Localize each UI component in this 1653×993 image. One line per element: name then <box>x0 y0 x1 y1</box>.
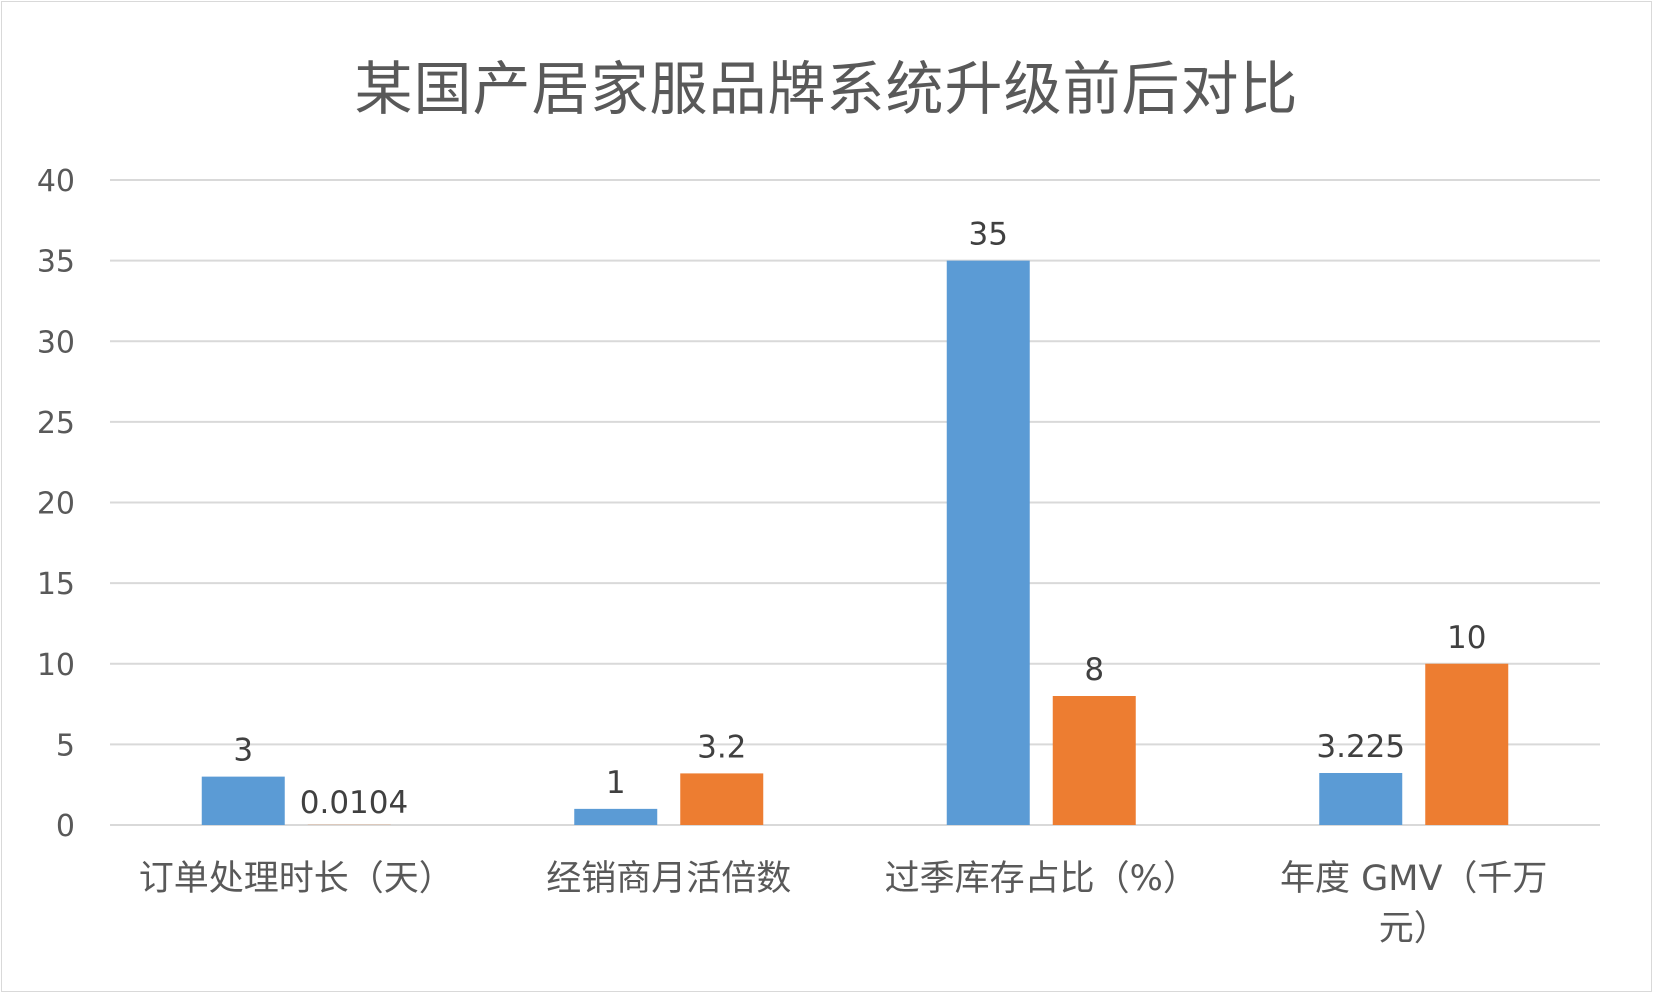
data-label: 3.225 <box>1316 729 1405 765</box>
data-label: 1 <box>606 765 626 801</box>
data-label: 0.0104 <box>300 785 408 821</box>
data-label: 3.2 <box>697 729 746 765</box>
bar-s0-c3 <box>1319 772 1403 825</box>
y-tick-label: 25 <box>37 406 75 441</box>
data-label: 35 <box>969 217 1008 253</box>
category-label: 元） <box>1379 909 1449 949</box>
x-axis: 订单处理时长（天） 经销商月活倍数 过季库存占比（%） 年度 GMV（千万元） <box>139 859 1548 949</box>
y-tick-label: 35 <box>37 245 75 280</box>
bar-s0-c1 <box>574 808 658 825</box>
y-tick-label: 15 <box>37 567 75 602</box>
y-tick-label: 30 <box>37 325 75 360</box>
bar-s1-c3 <box>1425 663 1509 825</box>
data-label: 8 <box>1084 652 1104 688</box>
y-tick-label: 0 <box>56 809 75 844</box>
category-label: 年度 GMV（千万 <box>1280 859 1547 899</box>
y-tick-label: 20 <box>37 487 75 522</box>
chart-title: 某国产居家服品牌系统升级前后对比 <box>354 55 1299 123</box>
category-label: 订单处理时长（天） <box>139 859 454 899</box>
category-label: 过季库存占比（%） <box>885 859 1198 899</box>
bar-s1-c1 <box>680 773 764 825</box>
bar-s1-c2 <box>1052 696 1136 825</box>
data-label: 3 <box>233 733 253 769</box>
gridlines <box>110 179 1600 826</box>
bars <box>201 260 1509 825</box>
category-label: 经销商月活倍数 <box>546 859 791 899</box>
data-label: 10 <box>1447 620 1486 656</box>
y-tick-label: 5 <box>56 728 75 763</box>
bar-s0-c2 <box>946 260 1030 825</box>
y-tick-label: 10 <box>37 648 75 683</box>
y-tick-label: 40 <box>37 164 75 199</box>
bar-s0-c0 <box>201 776 285 825</box>
data-labels: 3 0.0104 1 3.2 35 8 3.225 10 <box>233 217 1486 821</box>
